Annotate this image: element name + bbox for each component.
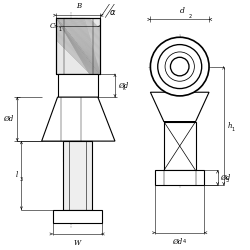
Text: Ød: Ød (172, 238, 182, 246)
Text: Ød: Ød (118, 82, 128, 90)
Text: h: h (228, 122, 232, 130)
Polygon shape (63, 141, 92, 210)
Circle shape (150, 37, 209, 96)
Circle shape (170, 57, 189, 76)
Text: G: G (74, 204, 80, 212)
Polygon shape (53, 210, 102, 223)
Text: Ød: Ød (220, 174, 231, 182)
Text: k: k (123, 86, 126, 91)
Polygon shape (58, 74, 98, 97)
Polygon shape (155, 170, 204, 185)
Polygon shape (56, 18, 100, 74)
Text: 4: 4 (183, 238, 186, 244)
Text: Ød: Ød (3, 115, 14, 123)
Text: 1: 1 (231, 127, 234, 132)
Text: 3: 3 (20, 177, 23, 182)
Polygon shape (42, 97, 115, 141)
Circle shape (165, 52, 194, 81)
Text: W: W (74, 239, 81, 247)
Polygon shape (164, 122, 196, 170)
Text: C: C (50, 22, 55, 30)
Text: d: d (180, 7, 184, 15)
Text: 2: 2 (188, 14, 192, 20)
Text: 3: 3 (226, 178, 229, 183)
Polygon shape (150, 92, 209, 122)
Text: l: l (15, 171, 18, 179)
Text: $\alpha$: $\alpha$ (109, 8, 116, 16)
Circle shape (158, 44, 202, 88)
Text: 1: 1 (58, 27, 61, 32)
Text: B: B (76, 2, 81, 10)
